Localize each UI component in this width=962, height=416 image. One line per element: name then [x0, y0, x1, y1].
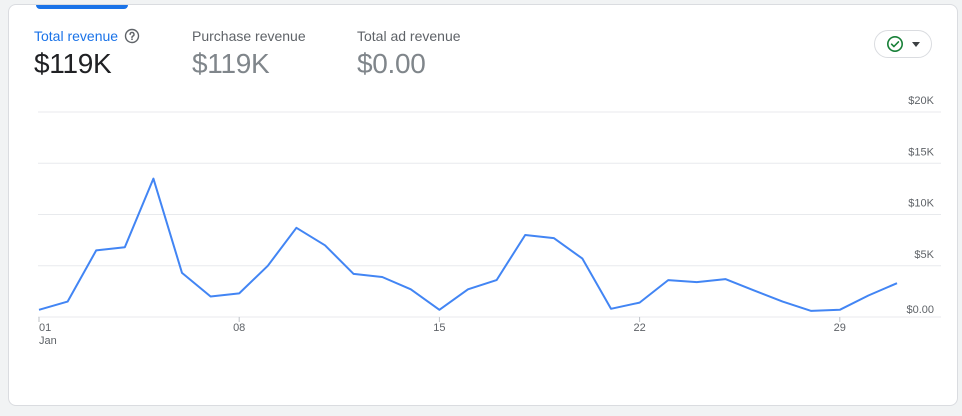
- x-tick-label: 15: [433, 322, 445, 334]
- check-circle-icon: [886, 35, 904, 53]
- tab-total-revenue[interactable]: Total revenue $119K: [34, 27, 140, 80]
- revenue-series-line: [38, 177, 898, 312]
- x-tick-label: 29: [834, 322, 846, 334]
- y-tick-label: $10K: [908, 198, 934, 210]
- total-ad-revenue-value: $0.00: [357, 48, 426, 79]
- tab-purchase-revenue[interactable]: Purchase revenue $119K: [192, 27, 306, 80]
- revenue-card: Total revenue $119K Purchase revenue $11…: [8, 4, 958, 406]
- total-revenue-label-text: Total revenue: [34, 28, 119, 44]
- y-tick-label: $0.00: [906, 304, 934, 316]
- total-ad-revenue-label: Total ad revenue: [357, 28, 461, 44]
- x-tick-sublabel: Jan: [39, 335, 57, 347]
- total-revenue-label: Total revenue: [34, 27, 140, 45]
- x-tick-label: 22: [633, 322, 645, 334]
- total-revenue-value: $119K: [34, 48, 112, 79]
- y-tick-label: $15K: [908, 146, 934, 158]
- y-tick-label: $5K: [914, 249, 934, 261]
- status-dropdown-button[interactable]: [874, 30, 932, 58]
- y-tick-label: $20K: [908, 95, 934, 107]
- purchase-revenue-label: Purchase revenue: [192, 28, 306, 44]
- tab-total-ad-revenue[interactable]: Total ad revenue $0.00: [357, 27, 461, 80]
- chevron-down-icon: [912, 41, 920, 47]
- active-tab-indicator: [36, 5, 128, 9]
- x-tick-label: 08: [233, 322, 245, 334]
- help-circle-icon[interactable]: [124, 28, 140, 44]
- x-tick-label: 01: [39, 322, 51, 334]
- purchase-revenue-value: $119K: [192, 48, 270, 79]
